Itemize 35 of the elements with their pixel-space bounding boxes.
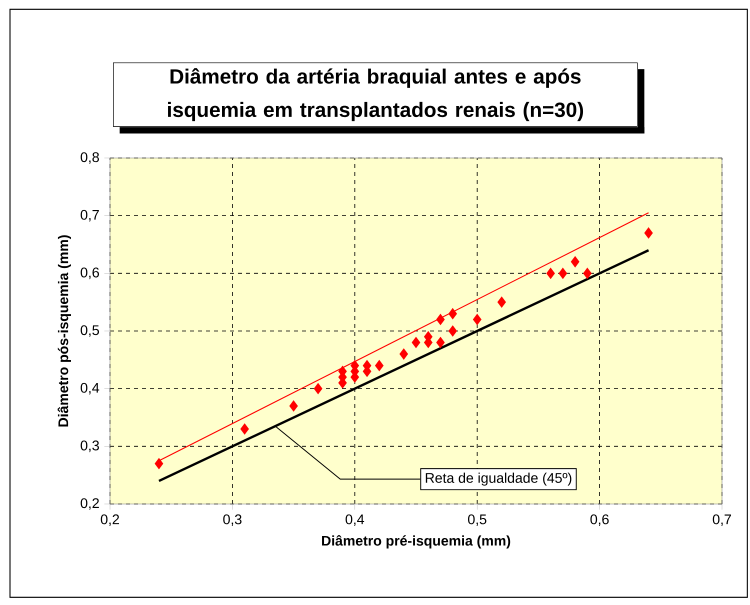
point <box>546 268 555 279</box>
point <box>558 268 568 279</box>
x-tick-label: 0,6 <box>590 514 609 526</box>
y-tick-label: 0,6 <box>80 268 99 280</box>
point <box>644 227 653 239</box>
point <box>448 308 457 320</box>
x-axis-title: Diâmetro pré-isquemia (mm) <box>322 535 510 548</box>
chart-title: Diâmetro da artéria braquial antes e após isquemia em transplantados renais (n=30) <box>168 68 584 122</box>
point <box>570 256 580 268</box>
point <box>583 268 592 279</box>
x-tick-label: 0,7 <box>712 514 732 526</box>
x-tick-label: 0,4 <box>346 514 364 526</box>
y-tick-label: 0,2 <box>80 498 99 510</box>
x-tick-label: 0,2 <box>100 514 120 526</box>
point <box>497 296 506 308</box>
point <box>375 360 384 372</box>
point <box>399 348 408 360</box>
x-tick-label: 0,3 <box>223 514 242 526</box>
y-tick-label: 0,8 <box>80 152 99 164</box>
point <box>240 423 249 435</box>
point <box>436 336 445 348</box>
point <box>436 314 445 326</box>
point <box>448 325 457 337</box>
point <box>472 314 482 326</box>
point <box>412 336 420 348</box>
annotation: Reta de igualdade (45º) <box>426 472 572 486</box>
y-axis-title: Diâmetro pós-isquemia (mm) <box>58 235 71 427</box>
y-tick-label: 0,3 <box>80 440 99 452</box>
point <box>289 400 298 412</box>
y-tick-label: 0,7 <box>80 210 99 222</box>
x-tick-label: 0,5 <box>468 514 486 526</box>
point <box>154 458 164 470</box>
y-tick-label: 0,4 <box>80 382 100 394</box>
point <box>314 383 322 394</box>
y-tick-label: 0,5 <box>80 325 100 337</box>
